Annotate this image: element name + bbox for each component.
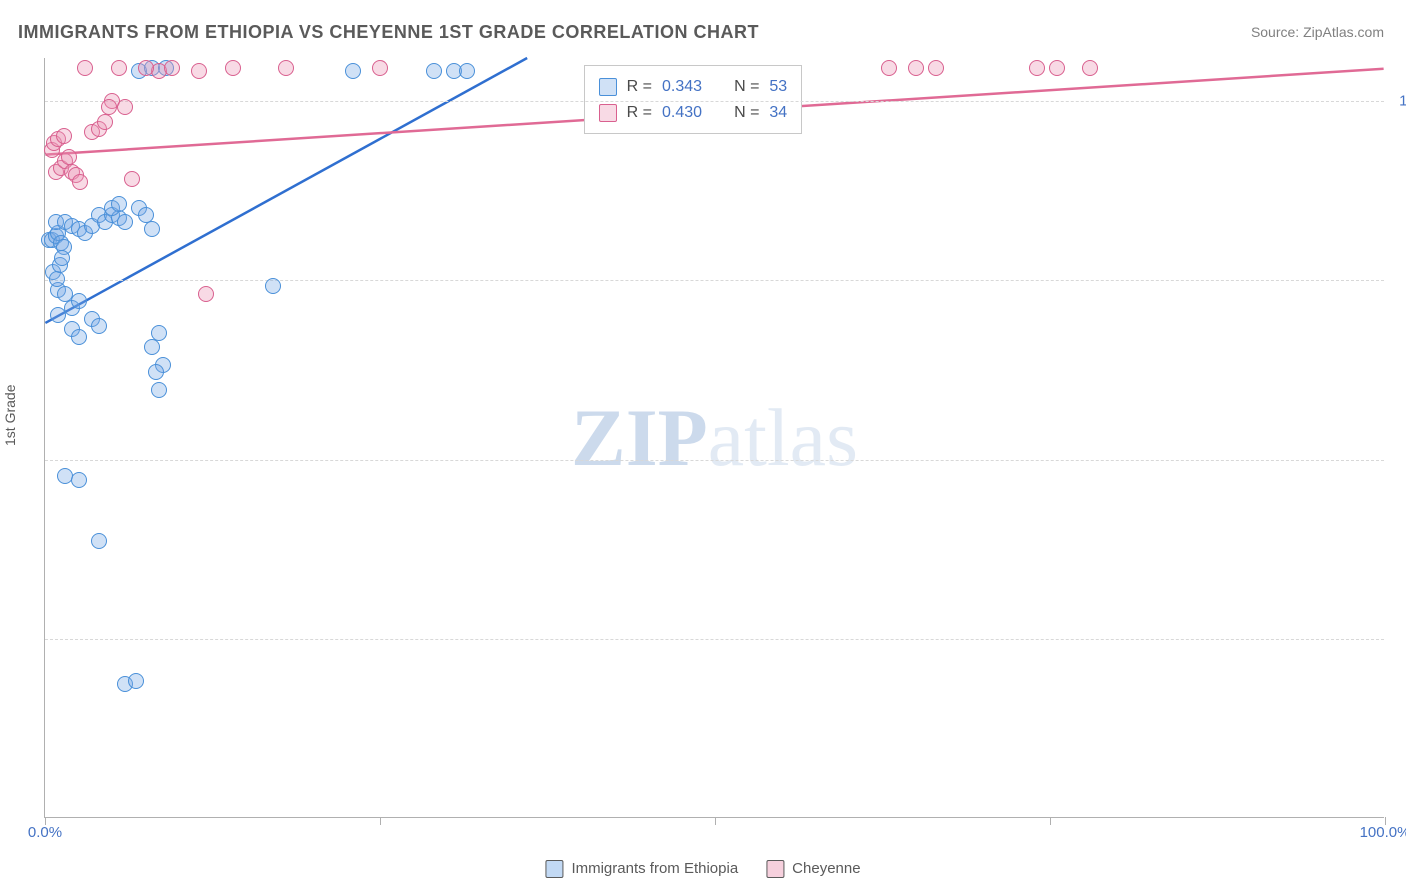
corr-swatch [599, 78, 617, 96]
scatter-point [198, 286, 214, 302]
x-tick-label: 100.0% [1360, 824, 1406, 841]
gridline-h [45, 280, 1384, 281]
scatter-point [91, 318, 107, 334]
x-tick [380, 817, 381, 825]
corr-r-label: R = [627, 100, 652, 126]
chart-title: IMMIGRANTS FROM ETHIOPIA VS CHEYENNE 1ST… [18, 22, 759, 43]
scatter-point [881, 60, 897, 76]
scatter-point [72, 174, 88, 190]
corr-row: R = 0.343 N = 53 [599, 74, 788, 100]
scatter-point [111, 196, 127, 212]
scatter-point [164, 60, 180, 76]
legend-item-ethiopia: Immigrants from Ethiopia [545, 860, 738, 878]
scatter-point [148, 364, 164, 380]
y-tick-label: 95.0% [1394, 451, 1406, 468]
scatter-point [71, 329, 87, 345]
scatter-point [101, 99, 117, 115]
corr-r-value: 0.430 [662, 100, 702, 126]
gridline-h [45, 460, 1384, 461]
scatter-point [56, 128, 72, 144]
y-tick-label: 92.5% [1394, 630, 1406, 647]
corr-n-label: N = [734, 74, 759, 100]
scatter-point [345, 63, 361, 79]
scatter-point [191, 63, 207, 79]
scatter-point [91, 533, 107, 549]
scatter-point [372, 60, 388, 76]
scatter-point [151, 382, 167, 398]
scatter-point [1049, 60, 1065, 76]
legend-bottom: Immigrants from Ethiopia Cheyenne [545, 860, 860, 878]
x-tick [715, 817, 716, 825]
legend-swatch-blue [545, 860, 563, 878]
scatter-point [50, 307, 66, 323]
scatter-point [124, 171, 140, 187]
scatter-point [77, 60, 93, 76]
trend-lines-layer [45, 58, 1384, 817]
gridline-h [45, 639, 1384, 640]
scatter-point [225, 60, 241, 76]
scatter-point [265, 278, 281, 294]
scatter-point [49, 271, 65, 287]
corr-swatch [599, 104, 617, 122]
x-tick-label: 0.0% [28, 824, 62, 841]
scatter-point [459, 63, 475, 79]
scatter-point [128, 673, 144, 689]
scatter-point [71, 293, 87, 309]
legend-item-cheyenne: Cheyenne [766, 860, 860, 878]
corr-n-value: 53 [769, 74, 787, 100]
scatter-point [278, 60, 294, 76]
corr-row: R = 0.430 N = 34 [599, 100, 788, 126]
scatter-plot-area: ZIPatlas R = 0.343N = 53R = 0.430N = 34 … [44, 58, 1384, 818]
scatter-point [908, 60, 924, 76]
gridline-h [45, 101, 1384, 102]
legend-swatch-pink [766, 860, 784, 878]
source-attribution: Source: ZipAtlas.com [1251, 24, 1384, 40]
scatter-point [1029, 60, 1045, 76]
scatter-point [144, 339, 160, 355]
legend-label-cheyenne: Cheyenne [792, 860, 860, 877]
legend-label-ethiopia: Immigrants from Ethiopia [571, 860, 738, 877]
y-tick-label: 97.5% [1394, 272, 1406, 289]
scatter-point [928, 60, 944, 76]
scatter-point [111, 60, 127, 76]
corr-r-value: 0.343 [662, 74, 702, 100]
corr-r-label: R = [627, 74, 652, 100]
correlation-stats-box: R = 0.343 N = 53 R = 0.430 N = 34 [584, 65, 803, 134]
scatter-point [71, 472, 87, 488]
corr-n-value: 34 [769, 100, 787, 126]
scatter-point [117, 99, 133, 115]
y-axis-label: 1st Grade [2, 385, 18, 446]
scatter-point [54, 250, 70, 266]
scatter-point [117, 214, 133, 230]
x-tick [1050, 817, 1051, 825]
scatter-point [144, 221, 160, 237]
scatter-point [138, 60, 154, 76]
scatter-point [1082, 60, 1098, 76]
corr-n-label: N = [734, 100, 759, 126]
scatter-point [97, 114, 113, 130]
scatter-point [426, 63, 442, 79]
y-tick-label: 100.0% [1394, 93, 1406, 110]
